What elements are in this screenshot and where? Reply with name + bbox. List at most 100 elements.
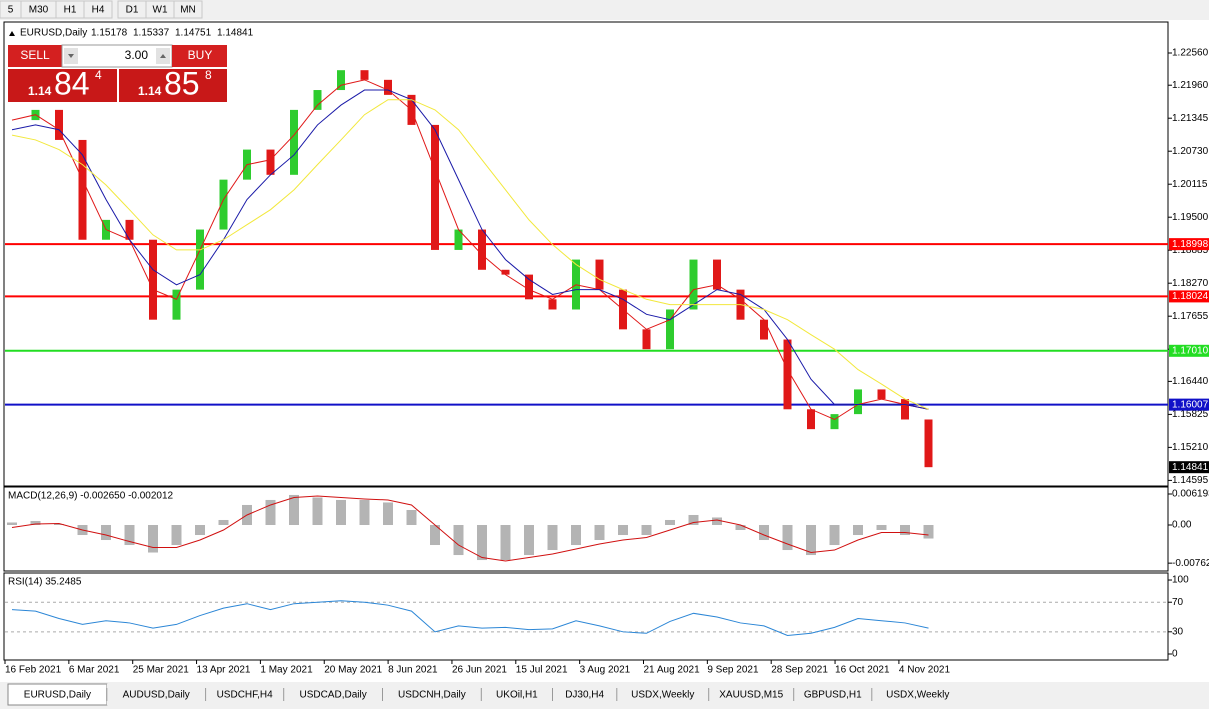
candle	[196, 229, 204, 290]
x-tick-label: 13 Apr 2021	[197, 665, 251, 676]
tab[interactable]	[552, 684, 617, 705]
y-tick-label: 1.21960	[1172, 80, 1209, 91]
ohlc-value: 1.14841	[217, 28, 254, 39]
macd-bar	[900, 524, 910, 536]
y-tick-label: 1.22560	[1172, 48, 1209, 59]
x-tick-label: 8 Jun 2021	[388, 665, 438, 676]
timeframe-button[interactable]	[173, 0, 203, 19]
timeframe-label: MN	[180, 5, 196, 16]
timeframe-label: H1	[64, 5, 77, 16]
macd-bar	[853, 524, 863, 536]
tab-label: AUDUSD,Daily	[123, 690, 190, 701]
sell-button[interactable]	[8, 45, 62, 67]
macd-bar	[101, 524, 111, 541]
chart-symbol: EURUSD,Daily	[20, 28, 87, 39]
tab[interactable]	[205, 684, 284, 705]
timeframe-button[interactable]	[83, 0, 113, 19]
macd-bar	[383, 502, 393, 525]
level-label: 1.16007	[1172, 399, 1209, 410]
timeframe-label: W1	[153, 5, 168, 16]
toolbar	[0, 0, 1209, 20]
macd-signal	[11, 495, 929, 562]
x-tick-label: 25 Mar 2021	[133, 665, 190, 676]
tab[interactable]	[283, 684, 383, 705]
main-panel	[3, 21, 1169, 487]
candle	[525, 274, 533, 300]
candle	[760, 319, 768, 340]
tab[interactable]	[793, 684, 872, 705]
candle	[901, 399, 909, 420]
macd-title: MACD(12,26,9) -0.002650 -0.002012	[8, 491, 174, 502]
candle	[290, 109, 298, 175]
tab-label: UKOil,H1	[496, 690, 538, 701]
candle	[360, 70, 369, 80]
y-tick-label: 30	[1172, 626, 1184, 637]
level-label-box	[1169, 290, 1209, 303]
candle	[807, 409, 815, 430]
y-tick-label: 1.17655	[1172, 311, 1209, 322]
moving-average	[11, 79, 929, 421]
candle	[125, 219, 134, 240]
x-tick-label: 1 May 2021	[260, 665, 313, 676]
candle	[384, 79, 392, 95]
y-tick-label: 1.20115	[1172, 179, 1208, 190]
y-tick-label: 1.21345	[1172, 113, 1209, 124]
last-price-label: 1.14841	[1172, 462, 1209, 473]
x-tick-label: 3 Aug 2021	[580, 665, 631, 676]
x-tick-label: 26 Jun 2021	[452, 665, 507, 676]
tab-label: USDX,Weekly	[631, 690, 694, 701]
x-tick-label: 16 Oct 2021	[835, 665, 890, 676]
bid-box[interactable]	[8, 69, 117, 102]
y-tick-label: 1.15825	[1172, 409, 1209, 420]
candle	[55, 109, 63, 140]
timeframe-label: D1	[126, 5, 139, 16]
tab-label: USDCNH,Daily	[398, 690, 466, 701]
tab[interactable]	[616, 684, 709, 705]
tab[interactable]	[871, 684, 964, 705]
candle	[431, 124, 439, 250]
macd-bar	[54, 523, 64, 525]
candle	[454, 229, 463, 250]
macd-bar	[735, 524, 746, 531]
y-tick-label: 1.19500	[1172, 212, 1209, 223]
tab[interactable]	[481, 684, 553, 705]
ask-point: 8	[205, 68, 212, 82]
y-tick-label: 100	[1172, 575, 1189, 586]
x-tick-label: 16 Feb 2021	[5, 665, 62, 676]
x-tick-label: 15 Jul 2021	[516, 665, 568, 676]
tab-label: USDX,Weekly	[886, 690, 949, 701]
moving-average	[11, 89, 929, 410]
bid-point: 4	[95, 68, 102, 82]
candle	[149, 239, 157, 320]
macd-bar	[453, 524, 464, 556]
tab[interactable]	[708, 684, 794, 705]
buy-button[interactable]	[172, 45, 227, 67]
volume-box[interactable]	[61, 44, 173, 68]
tab-label: USDCAD,Daily	[299, 690, 366, 701]
macd-bar	[289, 494, 299, 525]
tab[interactable]	[382, 684, 482, 705]
macd-bar	[688, 514, 699, 525]
candle	[219, 179, 228, 230]
candle	[666, 309, 674, 350]
ask-box[interactable]	[119, 69, 227, 102]
candle	[337, 70, 345, 91]
candle	[78, 139, 87, 240]
macd-bar	[195, 524, 205, 536]
moving-average	[11, 99, 929, 410]
y-tick-label: 1.14595	[1172, 475, 1209, 486]
candle	[854, 389, 862, 415]
x-tick-label: 28 Sep 2021	[771, 665, 828, 676]
y-tick-label: 0.006193	[1172, 489, 1209, 500]
buy-label: BUY	[188, 48, 213, 62]
timeframe-label: H4	[92, 5, 105, 16]
candle	[830, 414, 839, 430]
tab[interactable]	[106, 684, 206, 705]
y-tick-label: 0.00	[1172, 520, 1192, 531]
y-tick-label: 70	[1172, 597, 1184, 608]
candle	[783, 339, 792, 410]
macd-bar	[265, 499, 276, 525]
y-tick-label: 0	[1172, 649, 1178, 660]
